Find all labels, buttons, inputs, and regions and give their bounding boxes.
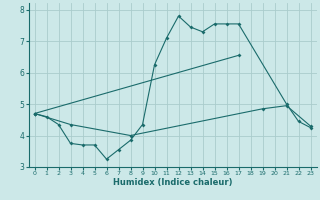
X-axis label: Humidex (Indice chaleur): Humidex (Indice chaleur) <box>113 178 232 187</box>
